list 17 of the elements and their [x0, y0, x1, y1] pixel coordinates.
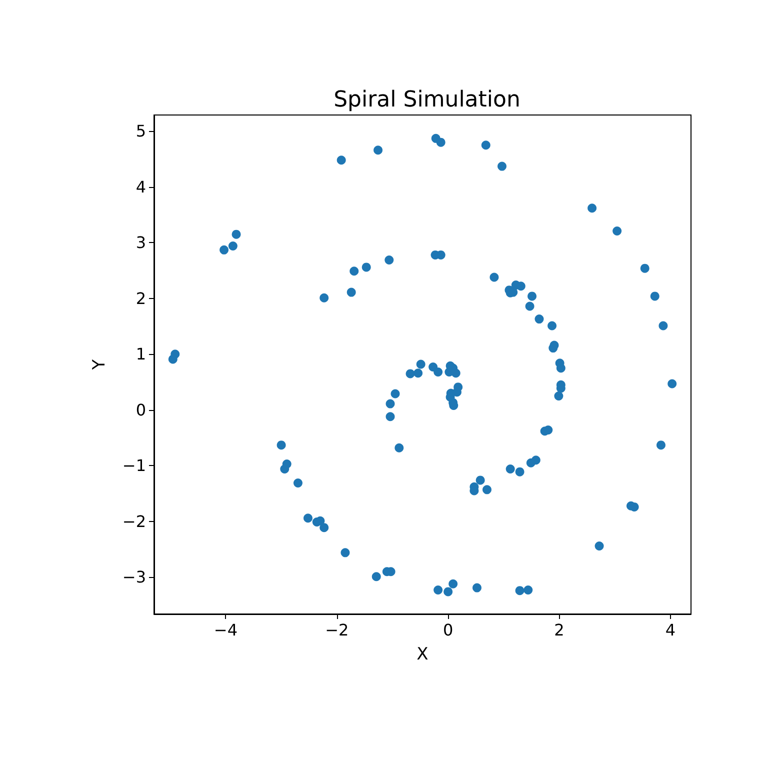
y-tick-label: 5: [136, 122, 146, 141]
x-tick-label: 4: [665, 620, 676, 640]
y-tick-label: 3: [136, 233, 146, 252]
x-tick-label: −4: [214, 620, 238, 640]
y-tick-label: 0: [136, 400, 146, 420]
y-tick-label: −1: [122, 456, 146, 476]
x-tick-label: 2: [554, 620, 564, 640]
y-axis-title: Y: [90, 358, 110, 371]
chart-title: Spiral Simulation: [334, 88, 520, 112]
x-tick-label: −2: [325, 620, 349, 640]
y-tick-label: 4: [136, 177, 146, 196]
y-tick-label: 1: [136, 344, 146, 364]
y-tick-label: 2: [136, 288, 146, 308]
x-axis-title: X: [416, 644, 429, 664]
y-tick-label: −2: [122, 512, 146, 531]
x-tick-label: 0: [442, 620, 454, 640]
y-tick-label: −3: [122, 568, 146, 587]
